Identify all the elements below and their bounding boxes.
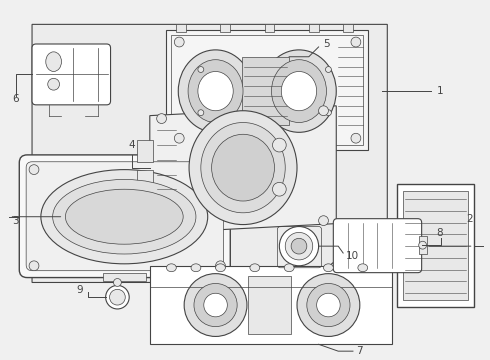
Text: 9: 9 [76,285,83,295]
Bar [137,170,153,189]
Ellipse shape [317,293,340,317]
Ellipse shape [41,170,208,264]
Text: 6: 6 [12,94,19,104]
Ellipse shape [189,111,297,225]
Polygon shape [150,266,392,344]
Bar [137,140,153,162]
Polygon shape [167,30,368,150]
Bar [103,273,146,280]
Ellipse shape [48,78,59,90]
Text: 3: 3 [12,216,19,226]
Ellipse shape [174,37,184,47]
Ellipse shape [325,67,331,72]
Ellipse shape [307,283,350,327]
Text: 7: 7 [356,346,363,356]
Ellipse shape [198,67,204,72]
Bar [265,24,274,32]
FancyBboxPatch shape [32,44,111,105]
Polygon shape [397,184,474,307]
Ellipse shape [325,110,331,116]
Ellipse shape [114,279,122,287]
Ellipse shape [418,241,427,249]
Ellipse shape [279,226,318,266]
Ellipse shape [184,274,247,337]
Ellipse shape [323,264,333,272]
Ellipse shape [194,283,237,327]
Ellipse shape [198,72,233,111]
Text: 8: 8 [437,228,443,238]
Text: 5: 5 [323,39,330,49]
Ellipse shape [46,52,61,72]
Ellipse shape [272,138,286,152]
Ellipse shape [188,60,243,122]
Bar [242,57,289,125]
Ellipse shape [157,224,167,233]
Ellipse shape [318,106,328,116]
Ellipse shape [262,50,336,132]
Text: 2: 2 [466,214,472,224]
Ellipse shape [204,293,227,317]
Ellipse shape [110,289,125,305]
Ellipse shape [157,114,167,123]
Ellipse shape [52,179,196,254]
Bar [176,24,186,32]
Ellipse shape [272,183,286,196]
Bar [220,24,230,32]
Ellipse shape [285,233,313,260]
Ellipse shape [318,216,328,226]
Polygon shape [150,106,336,233]
Bar [309,24,318,32]
Text: 4: 4 [129,140,135,150]
Ellipse shape [65,189,183,244]
Ellipse shape [358,264,368,272]
FancyBboxPatch shape [19,155,230,278]
Polygon shape [403,191,468,300]
Ellipse shape [178,50,253,132]
Ellipse shape [106,285,129,309]
Ellipse shape [167,264,176,272]
Ellipse shape [271,60,326,122]
Ellipse shape [29,261,39,271]
Ellipse shape [297,274,360,337]
Ellipse shape [201,122,285,213]
Polygon shape [32,24,387,283]
Bar [343,24,353,32]
Ellipse shape [291,238,307,254]
FancyBboxPatch shape [26,162,223,271]
Ellipse shape [198,110,204,116]
Bar [137,199,153,217]
Ellipse shape [284,264,294,272]
Ellipse shape [191,264,201,272]
Ellipse shape [212,134,274,201]
Ellipse shape [216,264,225,272]
Ellipse shape [216,261,225,271]
Ellipse shape [351,133,361,143]
Bar [418,237,427,254]
FancyBboxPatch shape [333,219,422,273]
Text: 1: 1 [437,86,443,96]
Ellipse shape [29,165,39,175]
Ellipse shape [216,165,225,175]
Ellipse shape [174,133,184,143]
Ellipse shape [281,72,317,111]
Text: 10: 10 [346,251,359,261]
Bar [248,276,291,334]
Ellipse shape [351,37,361,47]
Ellipse shape [250,264,260,272]
